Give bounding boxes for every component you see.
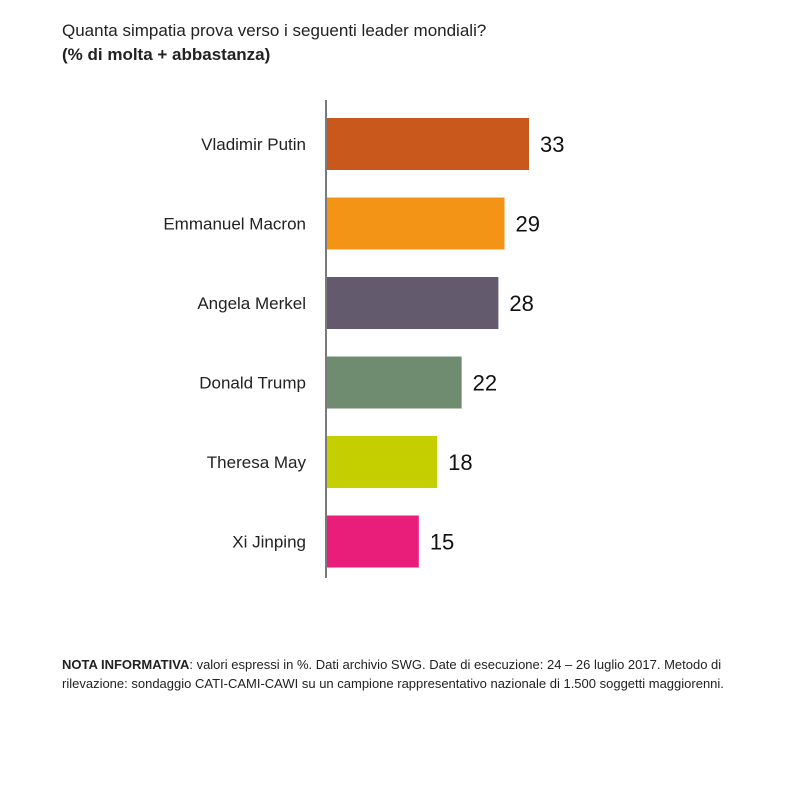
bar [327,356,462,409]
category-label: Theresa May [207,453,307,472]
bar [327,118,529,170]
bar [327,277,499,329]
category-label: Vladimir Putin [201,135,306,154]
category-label: Xi Jinping [232,533,306,552]
footnote: NOTA INFORMATIVA: valori espressi in %. … [62,655,752,693]
bar [327,515,419,568]
category-label: Donald Trump [199,374,306,393]
value-label: 28 [509,291,533,316]
bar [327,197,505,250]
value-label: 33 [540,132,564,157]
bar [327,436,438,488]
value-label: 18 [448,450,472,475]
category-label: Angela Merkel [197,294,306,313]
category-label: Emmanuel Macron [163,215,306,234]
chart-subtitle: (% di molta + abbastanza) [62,45,271,64]
footnote-label: NOTA INFORMATIVA [62,657,190,672]
chart-title: Quanta simpatia prova verso i seguenti l… [62,21,487,40]
value-label: 22 [473,371,497,396]
value-label: 29 [516,212,540,237]
bar-chart: Vladimir Putin 33 Emmanuel Macron 29 Angela … [163,100,564,578]
footnote-text: : valori espressi in %. Dati archivio SW… [62,657,724,691]
value-label: 15 [430,530,454,555]
